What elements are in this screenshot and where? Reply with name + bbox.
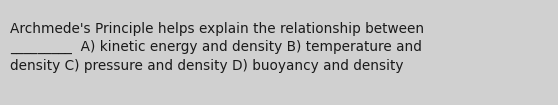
Text: Archmede's Principle helps explain the relationship between
_________  A) kineti: Archmede's Principle helps explain the r… <box>10 22 424 73</box>
